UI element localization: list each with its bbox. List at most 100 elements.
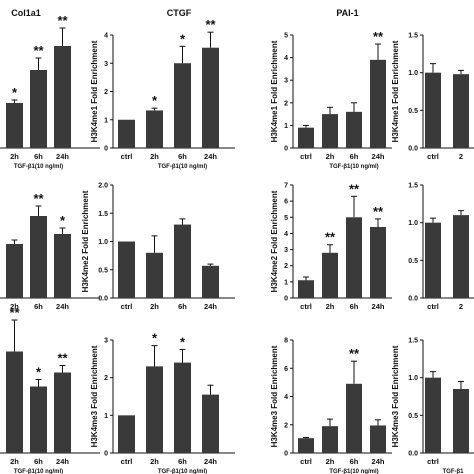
- panel-9-ytick-label-2: 2: [104, 375, 108, 382]
- panel-2-ytick-label-3: 3: [284, 78, 288, 85]
- panel-9-ytick-label-0: 0: [104, 451, 108, 458]
- panel-4-xtick-label-2: 6h: [34, 302, 43, 311]
- panel-5-ytick-label-2: 1.0: [98, 239, 108, 246]
- panel-0-bar-3: [54, 46, 71, 148]
- panel-1-ytick-label-4: 4: [104, 33, 108, 40]
- panel-3-xtick-label-0: ctrl: [427, 152, 439, 161]
- panel-1-xtick-label-3: 24h: [204, 152, 217, 161]
- panel-1-bar-1: [146, 110, 163, 148]
- panel-3-ytick-label-3: 1.5: [408, 33, 418, 40]
- panel-1-bar-2: [174, 63, 191, 148]
- panel-1-xtick-label-2: 6h: [178, 152, 187, 161]
- panel-5-bar-2: [174, 224, 191, 298]
- panel-8-significance-3: **: [57, 351, 68, 366]
- panel-2-bar-3: [370, 59, 386, 148]
- panel-3-ytick-label-1: 0.5: [408, 108, 418, 115]
- panel-8-bar-2: [30, 386, 47, 453]
- panel-6-significance-3: **: [373, 204, 384, 219]
- panel-10-ytick-label-1: 2: [284, 422, 288, 429]
- panel-2-ytick-label-2: 2: [284, 100, 288, 107]
- panel-7-ytick-label-1: 0.5: [408, 258, 418, 265]
- panel-5-bar-0: [118, 241, 135, 298]
- panel-2-bar-2: [346, 111, 362, 148]
- panel-9-y-label: H3K4me3 Fold Enrichment: [90, 345, 99, 447]
- panel-2-bar-1: [322, 114, 338, 148]
- panel-1-xtick-label-1: 2h: [150, 152, 159, 161]
- panel-4-significance-3: *: [60, 213, 66, 228]
- panel-3-ytick-label-2: 1.0: [408, 70, 418, 77]
- panel-6-ytick-label-6: 6: [284, 199, 288, 206]
- panel-11-ytick-label-1: 0.5: [408, 413, 418, 420]
- panel-7-ytick-label-2: 1.0: [408, 220, 418, 227]
- panel-0-xtick-label-1: 2h: [10, 152, 19, 161]
- panel-1-ytick-label-1: 1: [104, 117, 108, 124]
- panel-5-ytick-label-1: 0.5: [98, 267, 108, 274]
- panel-1-ytick-label-0: 0: [104, 146, 108, 153]
- panel-6-ytick-label-0: 0: [284, 296, 288, 303]
- panel-2-xtick-label-0: ctrl: [300, 152, 312, 161]
- panel-6-ytick-label-4: 4: [284, 231, 288, 238]
- panel-6-ytick-label-1: 1: [284, 279, 288, 286]
- panel-10-ytick-label-2: 4: [284, 394, 288, 401]
- panel-10-bar-3: [370, 425, 386, 453]
- panel-0-significance-2: **: [33, 43, 44, 58]
- panel-6-bar-1: [322, 252, 338, 298]
- panel-4-bar-2: [30, 216, 47, 298]
- panel-10-xtick-label-0: ctrl: [300, 457, 312, 466]
- panel-3-y-label: H3K4me1 Fold Enrichment: [391, 40, 400, 142]
- panel-8-xtick-label-1: 2h: [10, 457, 19, 466]
- panel-7-bar-0: [425, 222, 441, 298]
- panel-9-xtick-label-3: 24h: [204, 457, 217, 466]
- panel-2-y-label: H3K4me1 Fold Enrichment: [270, 40, 279, 142]
- panel-2-xtick-label-3: 24h: [372, 152, 385, 161]
- panel-6-ytick-label-5: 5: [284, 215, 288, 222]
- panel-2-xtick-label-2: 6h: [350, 152, 359, 161]
- panel-4-bar-3: [54, 234, 71, 298]
- panel-6-ytick-label-7: 7: [284, 183, 288, 190]
- panel-9-ytick-label-1: 1: [104, 413, 108, 420]
- panel-6-bar-2: [346, 217, 362, 298]
- panel-4-xtick-label-1: 2h: [10, 302, 19, 311]
- panel-8-xtick-label-2: 6h: [34, 457, 43, 466]
- panel-1-ytick-label-2: 2: [104, 89, 108, 96]
- panel-5-ytick-label-3: 1.5: [98, 211, 108, 218]
- panel-10-ytick-label-0: 0: [284, 451, 288, 458]
- panel-6-bar-0: [298, 280, 314, 298]
- panel-10-ytick-label-4: 8: [284, 338, 288, 345]
- panel-2-ytick-label-4: 4: [284, 55, 288, 62]
- panel-3-ytick-label-0: 0.0: [408, 146, 418, 153]
- panel-11-bar-1: [453, 388, 469, 453]
- panel-11-y-label: H3K4me3 Fold Enrichment: [391, 345, 400, 447]
- panel-8-xtick-label-3: 24h: [56, 457, 69, 466]
- panel-2-xtick-label-1: 2h: [326, 152, 335, 161]
- panel-0-bar-1: [6, 103, 23, 148]
- panel-2-significance-3: **: [373, 29, 384, 44]
- panel-4-xtick-label-3: 24h: [56, 302, 69, 311]
- panel-6-bar-3: [370, 226, 386, 298]
- panel-10-bar-1: [322, 426, 338, 453]
- panel-1-xgroup-label: TGF-β1(10 ng/ml): [158, 164, 207, 170]
- panel-5-y-label: H3K4me2 Fold Enrichment: [81, 190, 90, 292]
- panel-2-ytick-label-0: 0: [284, 146, 288, 153]
- panel-3-bar-0: [425, 72, 441, 148]
- panel-6-ytick-label-3: 3: [284, 247, 288, 254]
- panel-1-significance-3: **: [205, 17, 216, 32]
- panel-5-bar-3: [202, 265, 219, 298]
- panel-0-significance-3: **: [57, 13, 68, 28]
- panel-6-significance-2: **: [349, 181, 360, 196]
- panel-3-xtick-label-1: 2: [459, 152, 463, 161]
- panel-9-significance-1: *: [152, 331, 158, 346]
- panel-5-xtick-label-3: 24h: [204, 302, 217, 311]
- panel-10-xtick-label-2: 6h: [350, 457, 359, 466]
- panel-7-ytick-label-3: 1.5: [408, 183, 418, 190]
- panel-7-bar-1: [453, 215, 469, 298]
- panel-6-xtick-label-1: 2h: [326, 302, 335, 311]
- panel-1-significance-1: *: [152, 93, 158, 108]
- panel-10-xtick-label-3: 24h: [372, 457, 385, 466]
- panel-11-xgroup-label: TGF-β1: [443, 469, 465, 474]
- panel-5-ytick-label-4: 2.0: [98, 183, 108, 190]
- panel-7-xtick-label-0: ctrl: [427, 302, 439, 311]
- panel-1-significance-2: *: [180, 31, 186, 46]
- panel-2-title: PAI-1: [336, 8, 358, 18]
